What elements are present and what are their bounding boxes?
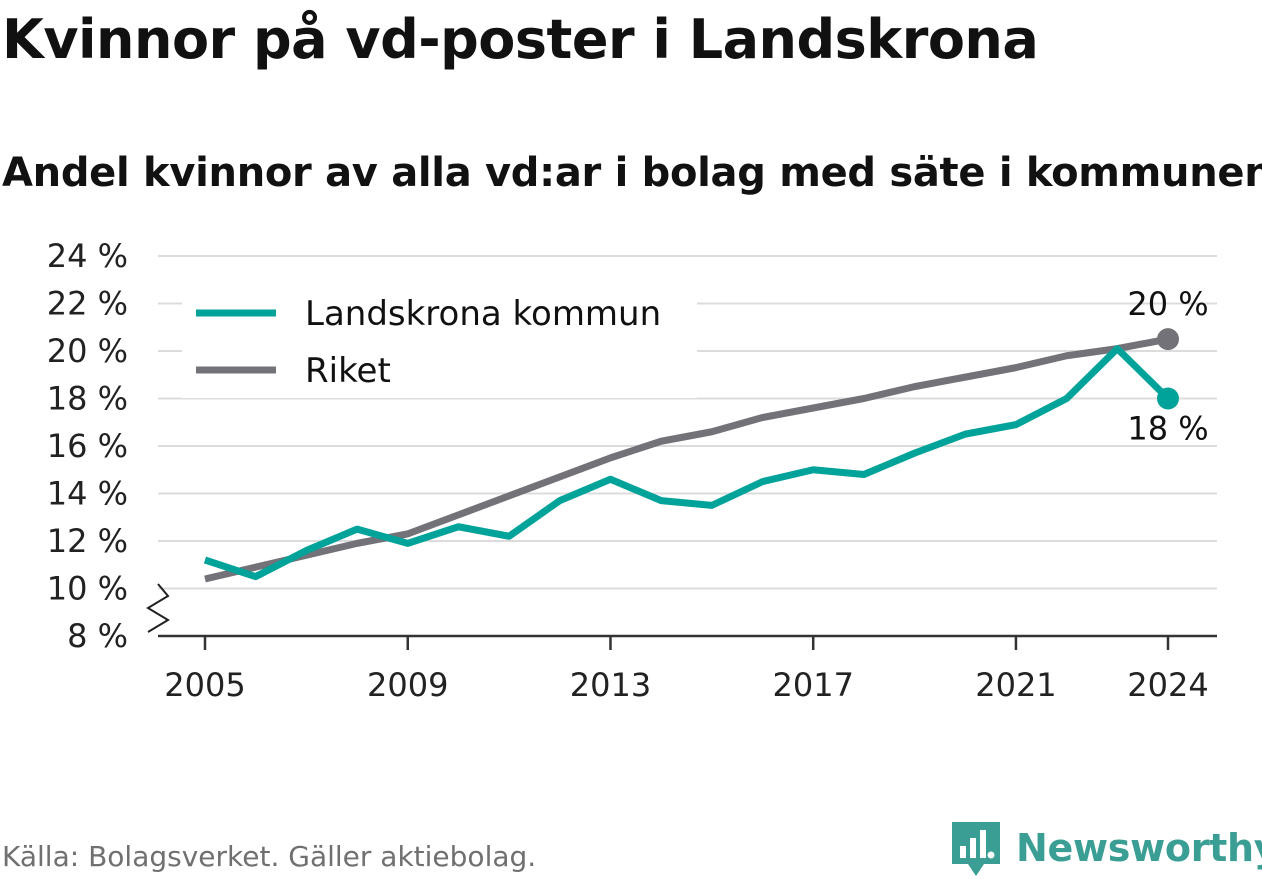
end-value-label: 18 %: [1127, 410, 1208, 448]
x-tick-label: 2021: [975, 666, 1056, 704]
axis-break-marker: [146, 583, 170, 633]
y-tick-label: 8 %: [67, 617, 128, 655]
y-tick-label: 14 %: [47, 475, 128, 513]
y-axis-ticks: 8 % 10 % 12 % 14 % 16 % 18 % 20 % 22 % 24 %: [47, 237, 128, 655]
y-tick-label: 12 %: [47, 522, 128, 560]
newsworthy-logo-icon: [952, 822, 1000, 876]
legend-label: Landskrona kommun: [305, 294, 661, 334]
newsworthy-logo: Newsworthy: [950, 818, 1262, 878]
y-tick-label: 16 %: [47, 427, 128, 465]
x-tick-label: 2017: [772, 666, 853, 704]
end-value-label: 20 %: [1127, 285, 1208, 323]
brand-name: Newsworthy: [1016, 826, 1262, 870]
x-tick-label: 2013: [570, 666, 651, 704]
series-line: [204, 335, 1169, 583]
series-end-point: [1157, 387, 1179, 410]
legend-label: Riket: [305, 351, 391, 391]
y-tick-label: 22 %: [47, 285, 128, 323]
y-tick-label: 10 %: [47, 570, 128, 608]
x-axis: 2005 2009 2013 2017 2021 2024: [146, 583, 1217, 704]
series-line: [203, 345, 1171, 581]
chart-subtitle: Andel kvinnor av alla vd:ar i bolag med …: [2, 150, 1262, 196]
legend: Landskrona kommun Riket: [182, 283, 697, 398]
legend-background: [182, 283, 697, 398]
y-tick-label: 18 %: [47, 380, 128, 418]
y-tick-label: 20 %: [47, 332, 128, 370]
x-tick-label: 2024: [1127, 666, 1208, 704]
chart-title: Kvinnor på vd-poster i Landskrona: [2, 8, 1039, 71]
x-tick-label: 2009: [367, 666, 448, 704]
series-end-point: [1157, 328, 1179, 351]
y-tick-label: 24 %: [47, 237, 128, 275]
source-note: Källa: Bolagsverket. Gäller aktiebolag.: [2, 840, 537, 873]
x-tick-label: 2005: [164, 666, 245, 704]
series-lines: 20 % 18 %: [203, 285, 1209, 583]
